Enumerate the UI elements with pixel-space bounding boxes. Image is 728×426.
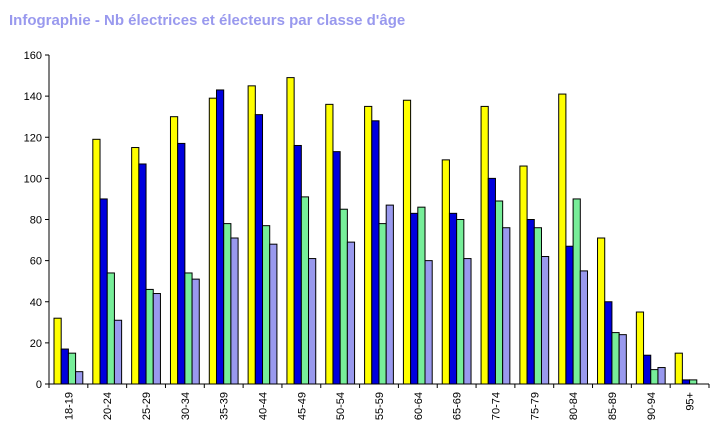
y-tick-label: 0 (36, 379, 42, 391)
bar (113, 319, 123, 385)
bar (145, 288, 154, 385)
bar (223, 223, 232, 385)
bar (487, 177, 496, 385)
bar (254, 114, 264, 385)
bar (572, 198, 581, 385)
bar (650, 369, 659, 385)
bar (674, 352, 683, 385)
bar (169, 116, 179, 385)
bar (604, 301, 613, 385)
bar (325, 103, 334, 385)
bar (689, 379, 698, 385)
bar (208, 97, 217, 385)
bar (558, 93, 567, 385)
x-tick-label: 45-49 (296, 392, 308, 420)
bar (339, 208, 348, 385)
y-tick-label: 100 (24, 173, 42, 185)
x-tick-label: 95+ (685, 392, 697, 411)
bar (565, 245, 574, 385)
y-tick-label: 80 (30, 215, 42, 227)
bar (456, 219, 465, 385)
bar (494, 200, 504, 385)
bar (308, 258, 317, 385)
bar (410, 212, 419, 385)
bar (293, 144, 302, 385)
chart-title: Infographie - Nb électrices et électeurs… (9, 12, 406, 29)
bar (519, 165, 528, 385)
bar (533, 227, 542, 385)
bar (346, 241, 356, 385)
x-tick-label: 65-69 (452, 392, 464, 420)
x-tick-label: 35-39 (219, 392, 231, 420)
bar (448, 212, 458, 385)
bar (657, 367, 666, 385)
x-tick-label: 50-54 (335, 392, 347, 420)
x-tick-label: 60-64 (413, 392, 425, 420)
x-tick-label: 18-19 (63, 392, 75, 420)
bar (138, 163, 147, 385)
bar (402, 99, 412, 385)
x-tick-label: 40-44 (258, 392, 270, 420)
bar (177, 142, 186, 385)
bar (463, 258, 472, 385)
y-tick-label: 160 (24, 50, 42, 62)
bar (191, 278, 200, 385)
bar (184, 272, 193, 385)
bar (540, 256, 550, 385)
y-tick-label: 40 (30, 297, 42, 309)
bar (385, 204, 394, 385)
bar (60, 348, 69, 385)
bar (371, 120, 380, 385)
bar (247, 85, 256, 385)
bar (286, 77, 295, 385)
bar (99, 198, 108, 385)
bar (75, 371, 84, 385)
x-tick-label: 20-24 (102, 392, 114, 420)
bar (215, 89, 225, 385)
bar (262, 225, 271, 385)
bar (364, 105, 373, 385)
bar (526, 219, 535, 385)
x-tick-label: 70-74 (490, 392, 502, 420)
bar (681, 379, 691, 385)
bar (300, 196, 310, 385)
bar (152, 293, 161, 385)
bar (611, 332, 620, 385)
x-tick-label: 80-84 (568, 392, 580, 420)
x-tick-label: 75-79 (529, 392, 541, 420)
bar (131, 147, 140, 385)
x-tick-label: 85-89 (607, 392, 619, 420)
bar (106, 272, 115, 385)
bar (92, 138, 101, 385)
bars (53, 77, 698, 385)
bar (230, 237, 239, 385)
bar (635, 311, 645, 385)
x-tick-label: 90-94 (646, 392, 658, 420)
x-tick-label: 30-34 (180, 392, 192, 420)
y-tick-label: 120 (24, 132, 42, 144)
y-tick-label: 60 (30, 256, 42, 268)
tick-labels: 0 20 40 60 80 100 120 140 160 18-19 20-24 25-29 30-3… (24, 50, 697, 420)
y-tick-label: 140 (24, 91, 42, 103)
bar (597, 237, 606, 385)
bar (417, 206, 426, 385)
bar (502, 227, 511, 385)
y-tick-label: 20 (30, 338, 42, 350)
bar (618, 334, 627, 385)
bar (424, 260, 433, 385)
bar (67, 352, 77, 385)
bar (480, 105, 489, 385)
bar (643, 354, 652, 385)
bar (378, 223, 387, 385)
bar (441, 159, 450, 385)
bar (53, 317, 62, 385)
bar (332, 151, 341, 385)
bar (269, 243, 278, 385)
bar (579, 270, 589, 385)
x-tick-label: 25-29 (141, 392, 153, 420)
x-tick-label: 55-59 (374, 392, 386, 420)
